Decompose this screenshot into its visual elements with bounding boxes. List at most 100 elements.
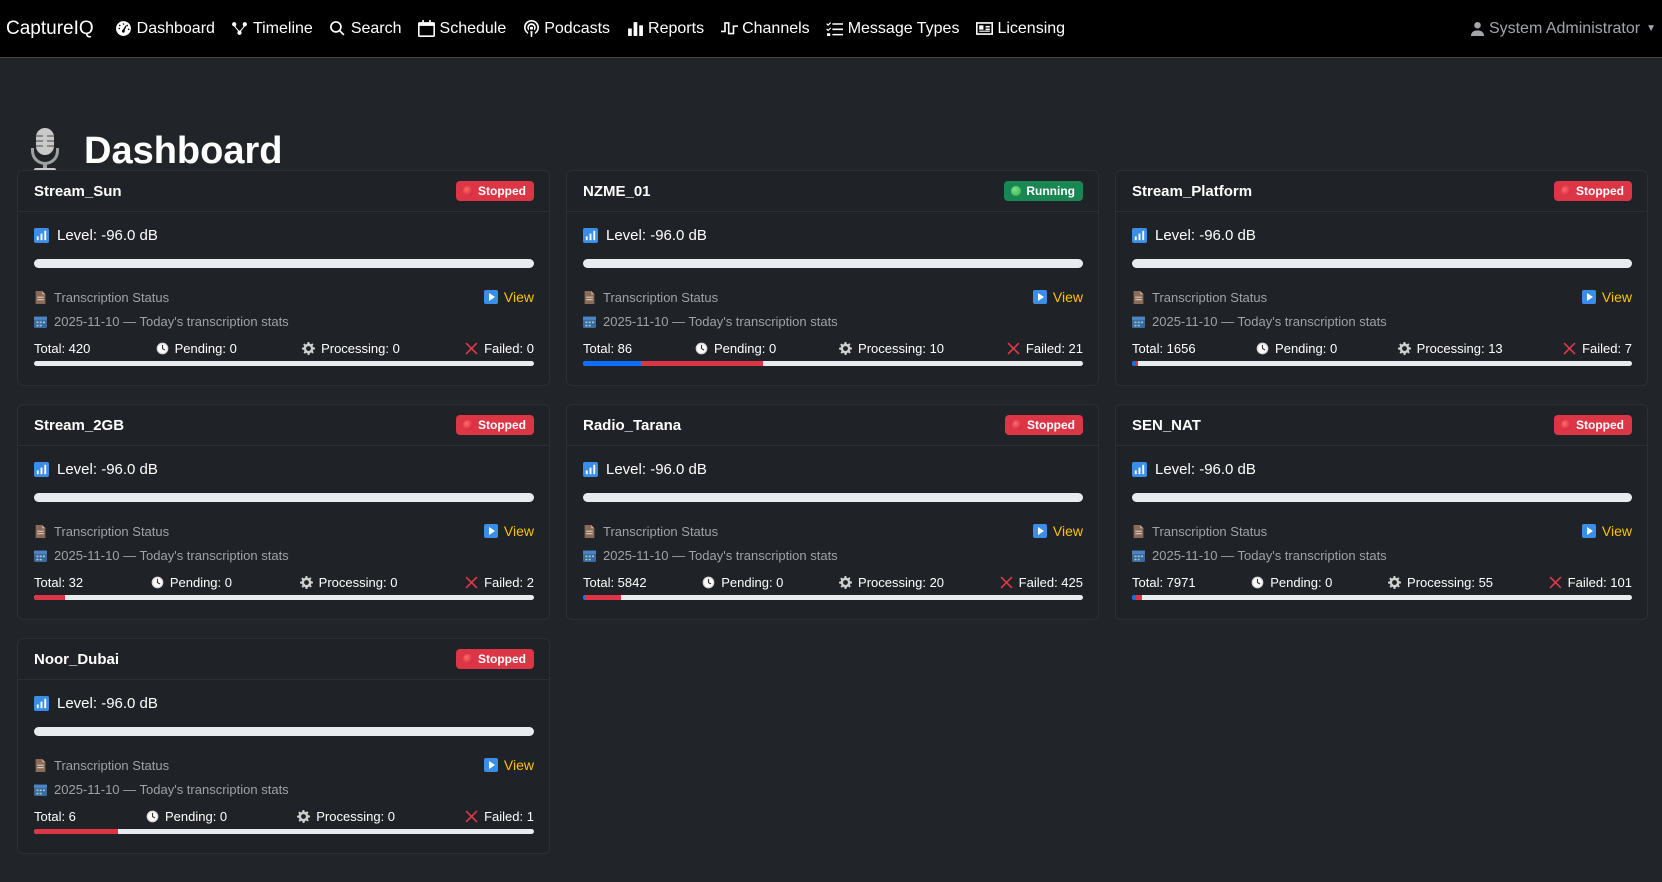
- view-label: View: [1052, 289, 1083, 305]
- view-label: View: [1052, 523, 1083, 539]
- level-meter: [34, 727, 534, 736]
- stat-pending: Pending: 0: [156, 341, 237, 356]
- transcription-progress-bar: [34, 829, 534, 834]
- level-meter: [34, 259, 534, 268]
- view-link[interactable]: View: [1581, 523, 1632, 539]
- level-value: Level: -96.0 dB: [606, 226, 707, 244]
- card-header: Radio_Tarana Stopped: [567, 405, 1098, 446]
- user-icon: [1470, 21, 1484, 36]
- stat-failed: Failed: 425: [1000, 575, 1083, 590]
- stats-date-row: 2025-11-10 — Today's transcription stats: [583, 546, 1083, 564]
- stream-name: Radio_Tarana: [583, 416, 682, 434]
- level-value: Level: -96.0 dB: [1155, 226, 1256, 244]
- stat-processing: Processing: 0: [297, 809, 395, 824]
- view-link[interactable]: View: [1581, 289, 1632, 305]
- status-dot-icon: [463, 420, 473, 430]
- signal-bars-icon: [583, 461, 598, 477]
- transcription-progress-bar: [1132, 595, 1632, 600]
- stream-card-stream_2gb: Stream_2GB Stopped Level: -96.0 dB Trans…: [17, 404, 550, 620]
- stream-card-stream_platform: Stream_Platform Stopped Level: -96.0 dB …: [1115, 170, 1648, 386]
- stat-processing: Processing: 20: [839, 575, 944, 590]
- level-row: Level: -96.0 dB: [1132, 212, 1632, 258]
- bar-chart-icon: [626, 20, 644, 38]
- nav-item-dashboard[interactable]: Dashboard: [115, 20, 215, 38]
- gear-icon: [839, 341, 853, 355]
- cross-icon: [465, 809, 478, 823]
- status-badge: Stopped: [1554, 415, 1632, 435]
- level-meter: [1132, 493, 1632, 502]
- stat-failed: Failed: 0: [465, 341, 534, 356]
- stats-date-label: 2025-11-10 — Today's transcription stats: [54, 547, 289, 563]
- play-icon: [483, 524, 498, 538]
- view-link[interactable]: View: [1032, 523, 1083, 539]
- status-label: Running: [1026, 184, 1075, 198]
- signal-bars-icon: [583, 227, 598, 243]
- stream-name: SEN_NAT: [1132, 416, 1201, 434]
- stats-row: Total: 420 Pending: 0 Processing: 0 Fail…: [34, 339, 534, 357]
- clock-icon: [695, 342, 708, 354]
- transcription-status-label: Transcription Status: [54, 523, 170, 539]
- transcription-status-label: Transcription Status: [1152, 523, 1268, 539]
- stream-card-noor_dubai: Noor_Dubai Stopped Level: -96.0 dB Trans…: [17, 638, 550, 854]
- transcription-status-label: Transcription Status: [603, 523, 719, 539]
- stats-date-row: 2025-11-10 — Today's transcription stats: [1132, 546, 1632, 564]
- view-link[interactable]: View: [483, 523, 534, 539]
- clock-icon: [146, 810, 159, 822]
- nav-item-message-types[interactable]: Message Types: [826, 20, 959, 38]
- nav-item-search[interactable]: Search: [329, 20, 402, 38]
- stats-row: Total: 6 Pending: 0 Processing: 0 Failed…: [34, 807, 534, 825]
- status-badge: Stopped: [456, 181, 534, 201]
- stats-row: Total: 32 Pending: 0 Processing: 0 Faile…: [34, 573, 534, 591]
- calendar-icon: [34, 784, 47, 796]
- level-meter: [34, 493, 534, 502]
- calendar-icon: [583, 316, 596, 328]
- level-row: Level: -96.0 dB: [34, 680, 534, 726]
- view-link[interactable]: View: [483, 757, 534, 773]
- user-menu[interactable]: System Administrator ▼: [1470, 20, 1656, 38]
- stats-date-label: 2025-11-10 — Today's transcription stats: [1152, 547, 1387, 563]
- stat-processing: Processing: 0: [299, 575, 397, 590]
- cross-icon: [1549, 575, 1562, 589]
- calendar-icon: [34, 316, 47, 328]
- nav-item-schedule[interactable]: Schedule: [418, 20, 506, 38]
- stats-row: Total: 7971 Pending: 0 Processing: 55 Fa…: [1132, 573, 1632, 591]
- stat-total: Total: 1656: [1132, 340, 1196, 356]
- failed-segment: [641, 361, 763, 366]
- failed-segment: [34, 829, 118, 834]
- transcription-progress-bar: [1132, 361, 1632, 366]
- dashboard-icon: [115, 20, 133, 38]
- status-dot-icon: [463, 186, 473, 196]
- nav-item-timeline[interactable]: Timeline: [231, 20, 313, 38]
- transcription-status-row: Transcription Status View: [1132, 522, 1632, 540]
- nav-item-channels[interactable]: Channels: [720, 20, 810, 38]
- cross-icon: [1563, 341, 1576, 355]
- view-link[interactable]: View: [483, 289, 534, 305]
- signal-bars-icon: [34, 695, 49, 711]
- level-value: Level: -96.0 dB: [57, 694, 158, 712]
- stats-date-row: 2025-11-10 — Today's transcription stats: [583, 312, 1083, 330]
- stat-total: Total: 420: [34, 340, 91, 356]
- processing-segment: [1132, 595, 1136, 600]
- stats-date-label: 2025-11-10 — Today's transcription stats: [54, 313, 289, 329]
- stats-date-label: 2025-11-10 — Today's transcription stats: [54, 781, 289, 797]
- document-icon: [35, 524, 46, 538]
- calendar-icon: [34, 550, 47, 562]
- clock-icon: [156, 342, 168, 354]
- nav-item-reports[interactable]: Reports: [626, 20, 704, 38]
- play-icon: [1032, 524, 1047, 538]
- transcription-progress-bar: [583, 361, 1083, 366]
- level-row: Level: -96.0 dB: [34, 446, 534, 492]
- stat-failed: Failed: 2: [465, 575, 534, 590]
- transcription-progress-bar: [34, 361, 534, 366]
- calendar-icon: [1132, 316, 1145, 328]
- calendar-icon: [418, 20, 436, 38]
- view-link[interactable]: View: [1032, 289, 1083, 305]
- level-row: Level: -96.0 dB: [583, 212, 1083, 258]
- nav-item-licensing[interactable]: Licensing: [975, 20, 1065, 38]
- nav-item-podcasts[interactable]: Podcasts: [522, 20, 610, 38]
- transcription-status-row: Transcription Status View: [34, 522, 534, 540]
- stats-date-label: 2025-11-10 — Today's transcription stats: [603, 547, 838, 563]
- play-icon: [1581, 290, 1596, 304]
- brand-logo[interactable]: CaptureIQ: [6, 17, 94, 39]
- level-meter: [583, 493, 1083, 502]
